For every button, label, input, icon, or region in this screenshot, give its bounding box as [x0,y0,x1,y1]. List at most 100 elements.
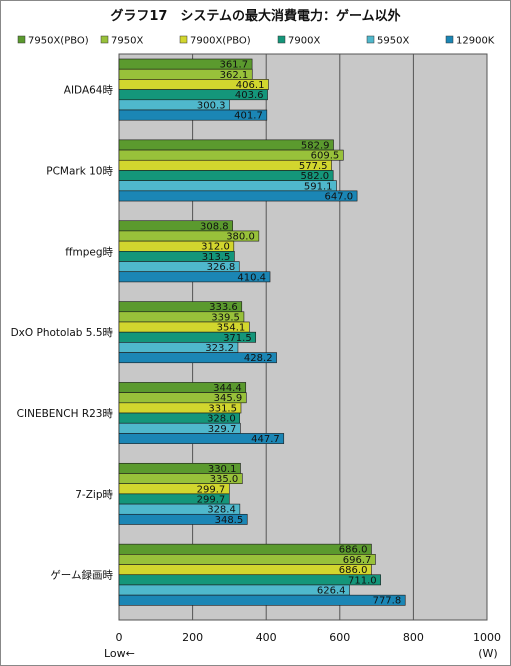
legend-item: 7900X(PBO) [179,35,251,47]
x-tick-label: 400 [256,631,277,644]
x-tick-label: 1000 [473,631,501,644]
bar [118,149,344,161]
bar-value-label: 354.1 [217,323,246,334]
legend-item: 7950X(PBO) [17,35,89,47]
bar [118,584,350,596]
bar-value-label: 339.5 [211,312,240,323]
bar-value-label: 686.0 [339,565,368,576]
bar-value-label: 403.6 [235,90,264,101]
bar-value-label: 335.0 [210,474,239,485]
legend-label: 7950X [111,36,143,47]
bar [118,433,285,444]
category-label: CINEBENCH R23時 [17,408,114,420]
legend-swatch [17,35,26,44]
bar [118,352,277,364]
bar-value-label: 696.7 [343,555,372,566]
bar [118,564,372,576]
category-label: ffmpeg時 [65,246,113,258]
bar-value-label: 428.2 [244,353,273,364]
legend-label: 7950X(PBO) [28,36,89,47]
bar-value-label: 626.4 [317,586,346,597]
bar-value-label: 345.9 [214,393,243,404]
legend-swatch [277,35,286,44]
x-tick-labels: 0 200 400 600 800 1000 [116,631,502,644]
legend-label: 7900X [288,36,320,47]
bar-value-label: 591.1 [304,181,333,192]
bar-value-label: 348.5 [215,515,244,526]
category-label: DxO Photolab 5.5時 [11,327,114,339]
legend-item: 7900X [277,35,320,47]
x-tick-label: 200 [182,631,203,644]
bar-value-label: 582.0 [301,171,330,182]
bar-value-label: 582.9 [301,140,330,151]
bar-value-label: 330.1 [208,464,237,475]
legend-item: 12900K [445,35,495,47]
category-label: PCMark 10時 [46,165,113,177]
bar-value-label: 323.2 [205,343,234,354]
category-label: AIDA64時 [64,85,114,97]
bar-value-label: 362.1 [220,70,249,81]
bar-value-label: 308.8 [200,221,229,232]
legend-item: 5950X [366,35,409,47]
bar [118,109,268,121]
bar-value-label: 609.5 [311,151,340,162]
bar-value-label: 371.5 [223,333,252,344]
legend-item: 7950X [100,35,143,47]
legend: 7950X(PBO) 7950X 7900X(PBO) 7900X 5950X 12900… [17,35,495,47]
bar-value-label: 447.7 [251,434,280,445]
bar-value-label: 401.7 [234,111,263,122]
bar-value-label: 331.5 [208,403,237,414]
x-unit-label: (W) [478,647,497,660]
bar-value-label: 326.8 [207,262,236,273]
bar-value-label: 647.0 [324,191,353,202]
bar [118,574,381,586]
bar-value-label: 410.4 [237,272,266,283]
bar-value-label: 313.5 [202,252,231,263]
bar [118,513,248,525]
direction-note: Low← [104,647,135,660]
category-label: 7-Zip時 [75,489,113,501]
bar-value-label: 300.3 [197,100,226,111]
legend-swatch [100,35,109,44]
legend-label: 7900X(PBO) [190,36,251,47]
category-label: ゲーム録画時 [50,569,113,582]
bar-value-label: 328.0 [207,414,236,425]
bar-value-label: 361.7 [219,60,248,71]
bar [118,271,271,283]
bar-value-label: 299.7 [197,494,226,505]
x-tick-label: 0 [116,631,123,644]
bar-value-label: 344.4 [213,383,242,394]
bar-value-label: 328.4 [207,505,236,516]
bar-value-label: 406.1 [236,80,265,91]
bar-value-label: 312.0 [201,242,230,253]
bar-value-label: 686.0 [339,545,368,556]
bar-value-label: 380.0 [226,232,255,243]
bar [118,543,372,555]
bar [118,554,376,565]
bar-value-label: 333.6 [209,302,238,313]
bar [118,190,358,202]
x-tick-label: 800 [403,631,424,644]
legend-label: 5950X [377,36,409,47]
x-tick-label: 600 [329,631,350,644]
bar-value-label: 777.8 [373,596,402,607]
legend-label: 12900K [456,36,495,47]
chart-title: グラフ17 システムの最大消費電力：ゲーム以外 [110,8,400,24]
bar-value-label: 299.7 [197,484,226,495]
category-labels: AIDA64時 PCMark 10時 ffmpeg時 DxO Photolab 5.5… [11,85,114,582]
bar [118,594,406,606]
legend-swatch [179,35,188,44]
legend-swatch [445,35,454,44]
bar-value-label: 577.5 [299,161,328,172]
legend-swatch [366,35,375,44]
bar-value-label: 711.0 [348,575,377,586]
